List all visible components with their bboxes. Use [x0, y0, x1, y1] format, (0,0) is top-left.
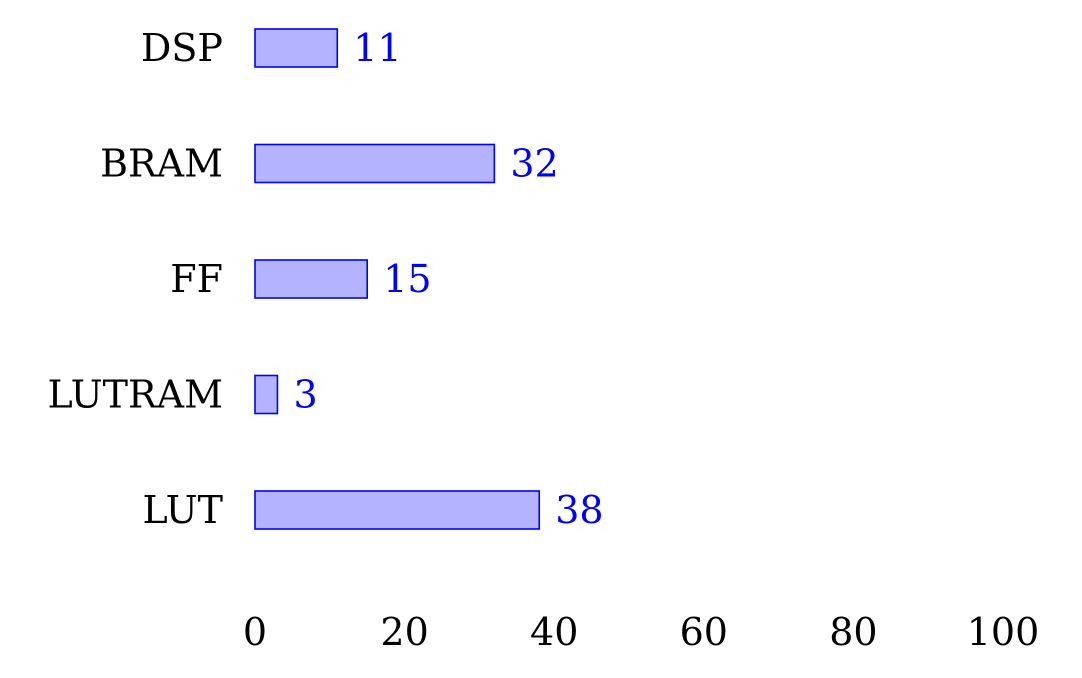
category-label-lut: LUT	[142, 488, 223, 532]
bar-lut	[254, 490, 541, 530]
value-label-bram: 32	[510, 142, 558, 186]
x-tick-label: 80	[829, 610, 877, 654]
x-tick-label: 100	[967, 610, 1040, 654]
value-labels: 11 32 15 3 38	[293, 26, 603, 532]
value-label-lut: 38	[555, 488, 603, 532]
x-tick-label: 40	[530, 610, 578, 654]
x-tick-label: 60	[680, 610, 728, 654]
x-tick-label: 20	[380, 610, 428, 654]
x-tick-label: 0	[243, 610, 267, 654]
category-label-lutram: LUTRAM	[48, 373, 224, 417]
x-axis-tick-labels: 0 20 40 60 80 100	[243, 610, 1039, 654]
category-label-dsp: DSP	[141, 26, 223, 70]
value-label-lutram: 3	[293, 373, 317, 417]
bars-layer	[254, 28, 541, 530]
bar-lutram	[254, 374, 279, 415]
category-labels: DSP BRAM FF LUTRAM LUT	[48, 26, 224, 532]
category-label-ff: FF	[170, 257, 223, 301]
category-label-bram: BRAM	[100, 142, 223, 186]
value-label-dsp: 11	[353, 26, 401, 70]
value-label-ff: 15	[383, 257, 431, 301]
bar-ff	[254, 259, 368, 299]
bar-bram	[254, 143, 496, 184]
bar-dsp	[254, 28, 339, 68]
